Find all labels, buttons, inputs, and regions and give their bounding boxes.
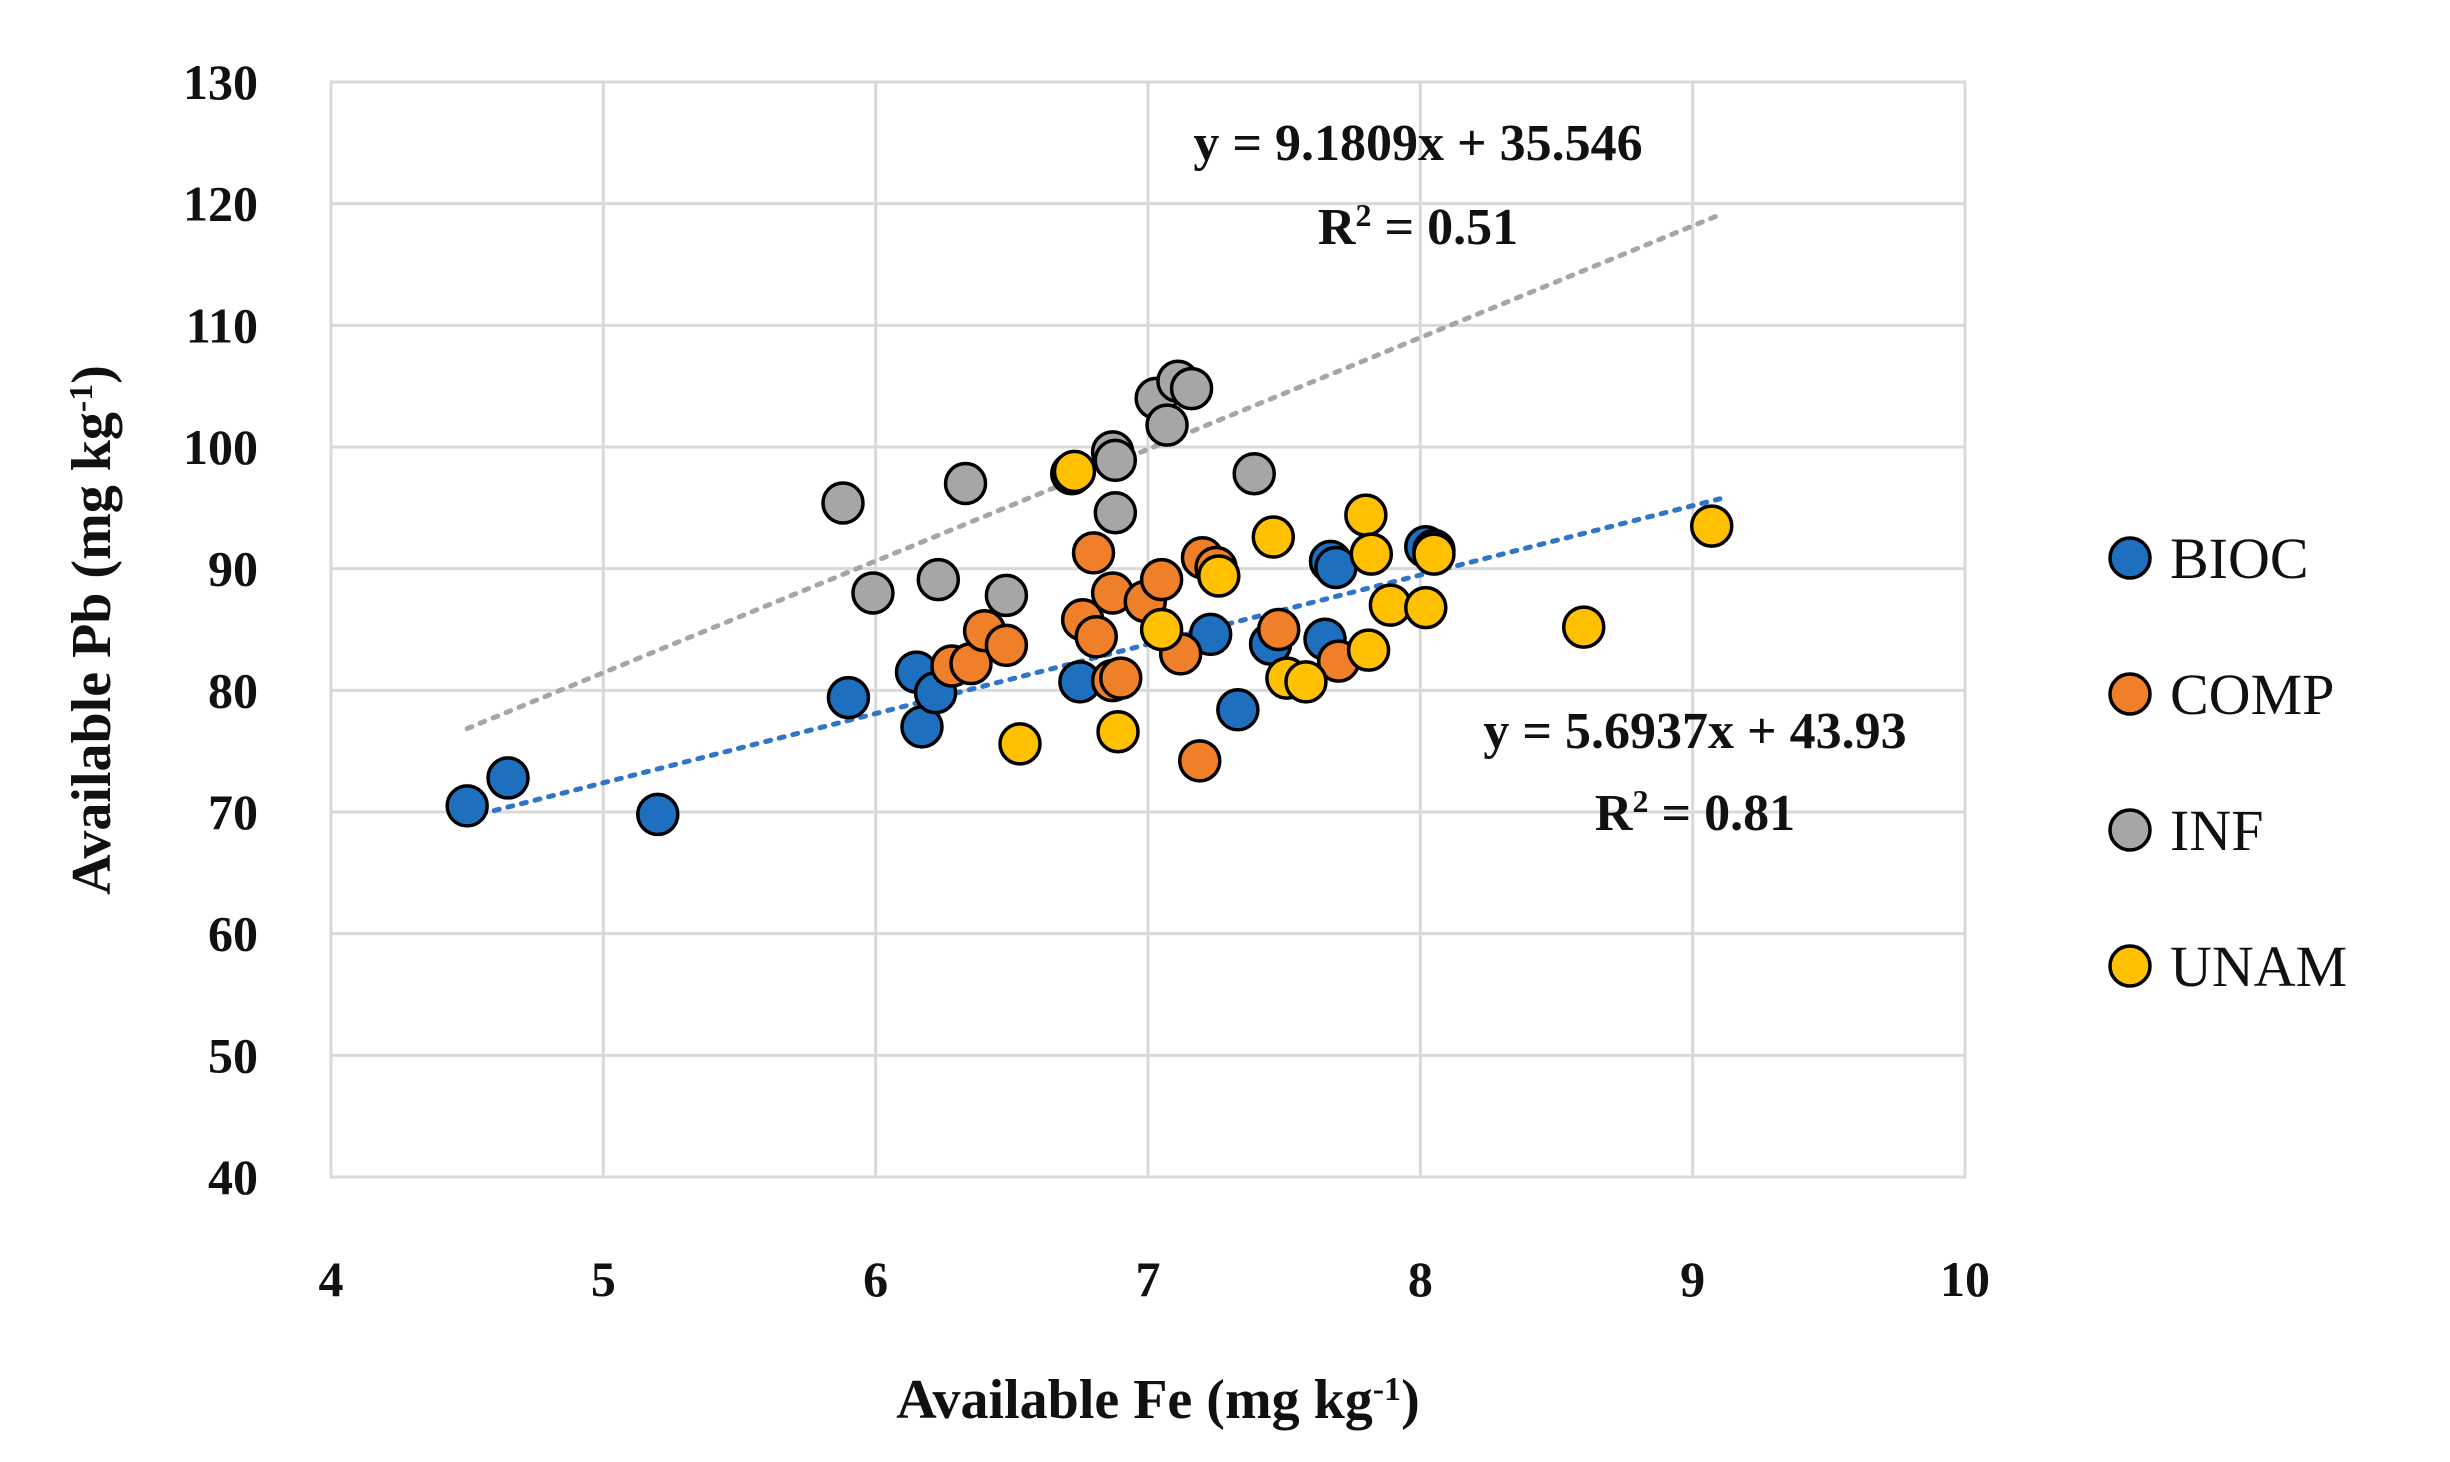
x-tick-label: 6 [863, 1251, 888, 1307]
bioc-data-point [1188, 612, 1233, 657]
unam-data-point [1689, 504, 1734, 548]
x-tick-label: 7 [1136, 1251, 1161, 1307]
inf-trend-r2: R2 = 0.51 [1318, 197, 1518, 256]
bioc-data-point [826, 675, 871, 720]
legend-label-bioc: BIOC [2170, 526, 2309, 591]
unam-data-point [1139, 607, 1184, 652]
inf-trend-equation: y = 9.1809x + 35.546 [1193, 115, 1642, 172]
y-tick-label: 40 [208, 1149, 258, 1205]
bioc-data-point [1216, 688, 1260, 732]
inf-data-point [851, 571, 895, 615]
x-tick-label: 5 [591, 1251, 616, 1307]
comp-data-point [1074, 615, 1119, 659]
legend-item-inf: INF [2108, 798, 2263, 863]
bioc-data-point [636, 792, 680, 837]
legend-item-comp: COMP [2108, 662, 2334, 727]
unam-data-point [1346, 628, 1391, 672]
legend-marker-unam [2108, 944, 2152, 988]
y-tick-label: 110 [186, 297, 258, 353]
comp-data-point [984, 623, 1029, 668]
y-tick-label: 80 [208, 662, 258, 718]
unam-data-point [1197, 554, 1241, 598]
legend-marker-comp [2108, 672, 2152, 716]
unam-data-point [1404, 585, 1448, 630]
comp-data-point [1139, 557, 1184, 602]
y-tick-label: 100 [183, 419, 258, 475]
y-tick-label: 90 [208, 541, 258, 597]
y-axis-title: Available Pb (mg kg-1) [61, 365, 123, 895]
y-tick-label: 50 [208, 1027, 258, 1083]
x-axis-ticks: 4 5 6 7 8 9 10 [319, 1251, 1991, 1307]
unam-data-point [1344, 493, 1388, 537]
x-tick-label: 4 [319, 1251, 344, 1307]
plot-area-border [329, 80, 1967, 1179]
comp-data-point [1256, 607, 1301, 652]
x-tick-label: 10 [1940, 1251, 1990, 1307]
inf-data-point [1169, 366, 1214, 411]
x-tick-label: 8 [1408, 1251, 1433, 1307]
y-tick-label: 130 [183, 54, 258, 110]
unam-data-point [1561, 605, 1606, 649]
inf-data-point [984, 573, 1029, 618]
legend-item-bioc: BIOC [2108, 526, 2309, 591]
inf-data-point [1093, 490, 1138, 535]
legend-label-comp: COMP [2170, 662, 2334, 727]
legend-marker-inf [2108, 808, 2152, 852]
comp-data-point [1071, 531, 1116, 575]
inf-data-point [821, 481, 865, 525]
inf-data-point [943, 461, 988, 506]
y-tick-label: 70 [208, 784, 258, 840]
y-tick-label: 60 [208, 906, 258, 962]
legend-label-inf: INF [2170, 798, 2263, 863]
inf-data-point [1232, 452, 1276, 496]
bioc-trend-equation: y = 5.6937x + 43.93 [1483, 703, 1906, 760]
unam-data-point [1096, 709, 1140, 754]
bioc-data-point [486, 756, 530, 800]
inf-data-point [1093, 438, 1138, 483]
x-tick-label: 9 [1680, 1251, 1705, 1307]
x-axis-title: Available Fe (mg kg-1) [896, 1369, 1419, 1431]
y-axis-ticks: 40 50 60 70 80 90 100 110 120 130 [183, 54, 258, 1205]
legend-label-unam: UNAM [2170, 934, 2347, 999]
comp-data-point [1099, 656, 1143, 700]
inf-data-point [916, 557, 961, 602]
bioc-data-point [445, 784, 489, 828]
unam-data-point [1412, 532, 1456, 576]
legend-item-unam: UNAM [2108, 934, 2347, 999]
unam-data-point [1052, 449, 1097, 494]
legend-marker-bioc [2108, 536, 2152, 580]
inf-data-point [1145, 403, 1189, 447]
unam-data-point [1284, 660, 1328, 704]
data-points [445, 359, 1734, 837]
unam-data-point [1251, 515, 1296, 559]
comp-data-point [1177, 739, 1222, 783]
unam-data-point [1349, 532, 1394, 576]
y-tick-label: 120 [183, 176, 258, 232]
bioc-trend-r2: R2 = 0.81 [1595, 783, 1795, 842]
legend: BIOC COMP INF UNAM [2108, 526, 2347, 999]
unam-data-point [998, 722, 1042, 766]
